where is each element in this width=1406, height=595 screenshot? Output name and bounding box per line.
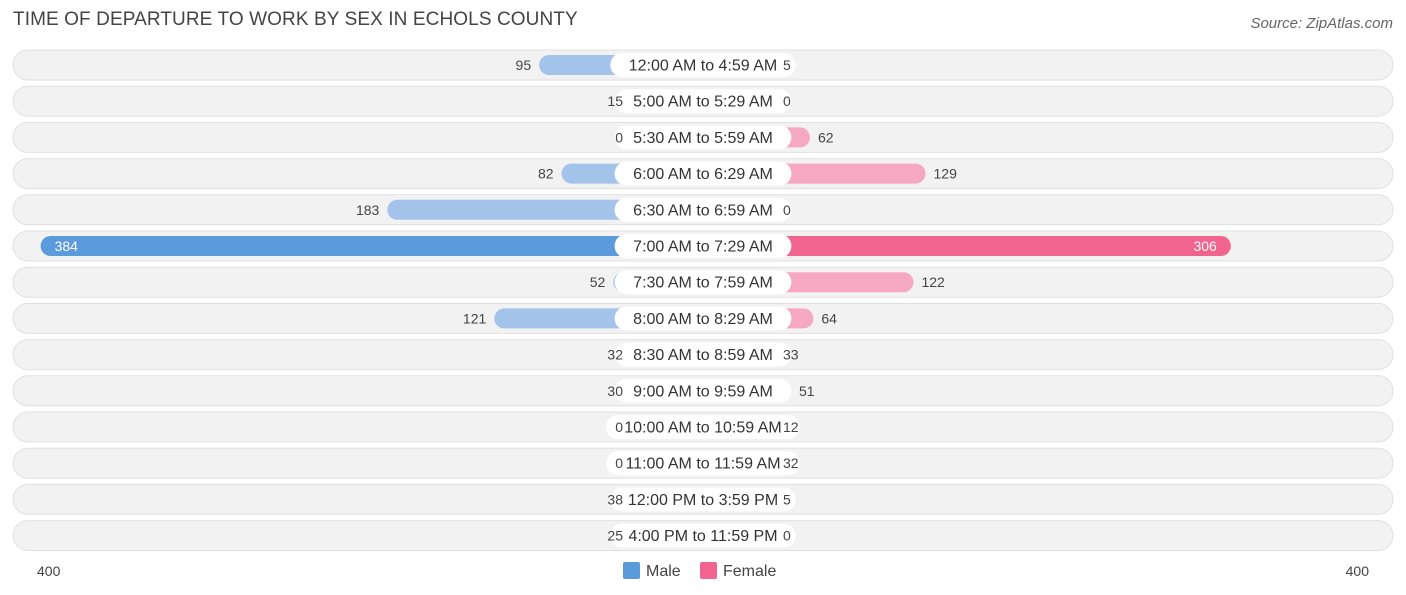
category-pill bbox=[606, 451, 800, 476]
male-value-label: 82 bbox=[538, 166, 554, 182]
category-label: 6:00 AM to 6:29 AM bbox=[633, 166, 773, 183]
female-value-label: 32 bbox=[783, 455, 799, 471]
category-pill bbox=[610, 53, 796, 77]
category-label: 5:00 AM to 5:29 AM bbox=[633, 94, 773, 111]
category-label: 8:30 AM to 8:59 AM bbox=[633, 347, 773, 364]
female-value-label: 129 bbox=[934, 166, 958, 182]
female-value-label: 33 bbox=[783, 347, 799, 363]
female-value-label: 0 bbox=[783, 202, 791, 218]
category-pill bbox=[614, 161, 792, 186]
category-pill bbox=[614, 378, 792, 403]
category-pill bbox=[614, 89, 792, 114]
legend-female-swatch bbox=[700, 562, 717, 579]
category-label: 6:30 AM to 6:59 AM bbox=[633, 202, 773, 219]
male-value-label: 0 bbox=[615, 419, 623, 435]
category-pill bbox=[614, 306, 792, 331]
category-label: 7:00 AM to 7:29 AM bbox=[633, 239, 773, 256]
category-pill bbox=[614, 270, 792, 295]
male-value-label: 38 bbox=[607, 491, 623, 507]
male-value-label: 121 bbox=[463, 310, 487, 326]
female-bar[interactable] bbox=[703, 236, 1231, 256]
male-value-label: 52 bbox=[590, 274, 606, 290]
legend-male-swatch bbox=[623, 562, 640, 579]
female-value-label: 51 bbox=[799, 383, 815, 399]
category-label: 11:00 AM to 11:59 AM bbox=[625, 456, 780, 473]
male-value-label: 25 bbox=[607, 528, 623, 544]
male-value-label: 32 bbox=[607, 347, 623, 363]
chart-title: TIME OF DEPARTURE TO WORK BY SEX IN ECHO… bbox=[13, 9, 578, 30]
category-pill bbox=[614, 125, 792, 150]
category-label: 12:00 AM to 4:59 AM bbox=[629, 58, 778, 75]
female-value-label: 5 bbox=[783, 491, 791, 507]
female-value-label: 62 bbox=[818, 129, 834, 145]
male-bar[interactable] bbox=[40, 236, 704, 256]
category-pill bbox=[610, 487, 796, 512]
female-value-label: 122 bbox=[921, 274, 945, 290]
male-value-label: 30 bbox=[607, 383, 623, 399]
category-pill bbox=[614, 234, 792, 258]
category-pill bbox=[606, 415, 800, 439]
category-label: 5:30 AM to 5:59 AM bbox=[633, 130, 773, 147]
female-value-label: 0 bbox=[783, 93, 791, 109]
category-pill bbox=[610, 523, 796, 548]
male-value-label: 95 bbox=[516, 57, 532, 73]
category-label: 8:00 AM to 8:29 AM bbox=[633, 311, 773, 328]
male-value-label: 0 bbox=[615, 129, 623, 145]
axis-max-label: 400 bbox=[1346, 563, 1370, 579]
female-value-label: 5 bbox=[783, 57, 791, 73]
category-label: 12:00 PM to 3:59 PM bbox=[628, 492, 778, 509]
female-value-label: 306 bbox=[1193, 238, 1217, 254]
male-value-label: 15 bbox=[607, 93, 623, 109]
female-value-label: 64 bbox=[821, 310, 837, 326]
category-label: 10:00 AM to 10:59 AM bbox=[624, 420, 781, 437]
category-label: 9:00 AM to 9:59 AM bbox=[633, 383, 773, 400]
category-pill bbox=[614, 342, 792, 367]
male-value-label: 183 bbox=[356, 202, 380, 218]
category-label: 7:30 AM to 7:59 AM bbox=[633, 275, 773, 292]
category-pill bbox=[614, 197, 792, 222]
male-value-label: 384 bbox=[55, 238, 79, 254]
male-value-label: 0 bbox=[615, 455, 623, 471]
source-label: Source: ZipAtlas.com bbox=[1250, 15, 1393, 32]
axis-min-label: 400 bbox=[37, 563, 61, 579]
female-value-label: 12 bbox=[783, 419, 799, 435]
category-label: 4:00 PM to 11:59 PM bbox=[628, 528, 777, 545]
female-value-label: 0 bbox=[783, 528, 791, 544]
legend-female-label: Female bbox=[723, 563, 776, 580]
legend-male-label: Male bbox=[646, 563, 681, 580]
